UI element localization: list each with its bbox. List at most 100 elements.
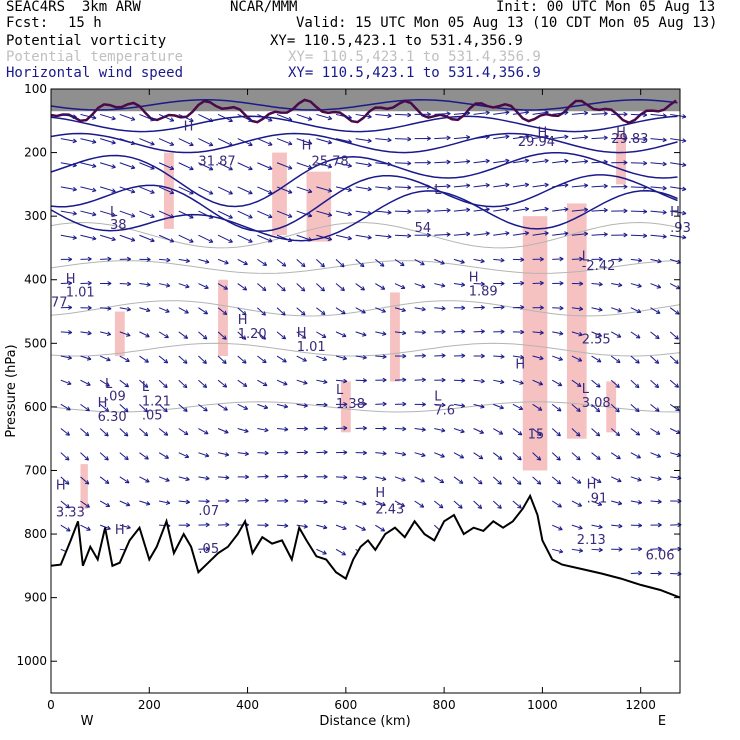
wind-vector-head [131, 116, 136, 121]
wind-vector-head [146, 257, 151, 260]
wind-vector [532, 208, 549, 212]
wind-vector-head [638, 548, 643, 552]
wind-vector [650, 452, 661, 458]
contour-extremum-label: L [336, 383, 344, 398]
wind-vector-head [402, 307, 406, 312]
wind-vector-head [407, 185, 412, 189]
wind-vector-head [130, 191, 135, 194]
wind-vector-head [460, 284, 466, 287]
wind-vector-head [544, 182, 549, 186]
wind-vector-head [598, 258, 603, 262]
wind-vector-head [367, 189, 372, 192]
wind-vector-head [402, 284, 406, 289]
wind-vector-head [466, 160, 471, 164]
wind-vector-head [576, 410, 581, 413]
wind-vector [551, 379, 563, 387]
wind-vector [60, 113, 77, 118]
wind-vector [414, 476, 425, 483]
wind-vector-head [269, 165, 273, 170]
wind-vector-head [524, 206, 529, 210]
wind-vector [355, 307, 366, 314]
wind-vector-head [426, 138, 431, 141]
wind-vector [610, 476, 622, 482]
wind-vector-head [564, 208, 569, 212]
wind-vector [512, 184, 529, 188]
wind-vector-head [643, 233, 648, 237]
wind-vector-head [112, 115, 116, 120]
wind-vector [669, 283, 681, 290]
wind-vector-head [84, 434, 89, 437]
wind-vector [493, 355, 505, 358]
contour-extremum-label: 2.13 [577, 533, 606, 548]
wind-vector-head [67, 383, 72, 386]
wind-vector [552, 184, 569, 188]
wind-vector-head [539, 280, 544, 284]
wind-vector [335, 548, 346, 556]
wind-vector-head [558, 359, 563, 361]
wind-vector-head [480, 330, 485, 334]
wind-vector-head [244, 382, 248, 387]
wind-vector-head [579, 357, 583, 362]
wind-vector-head [126, 432, 129, 437]
wind-vector-head [323, 427, 328, 431]
wind-speed-contour [50, 99, 678, 111]
wind-vector-head [441, 377, 446, 381]
wind-vector-head [682, 114, 687, 118]
wind-vector-head [165, 431, 169, 436]
wind-vector [296, 259, 306, 267]
wind-vector [473, 208, 490, 212]
wind-vector-head [499, 407, 504, 410]
wind-vector-head [123, 434, 128, 437]
wind-vector-head [225, 477, 230, 480]
wind-vector-head [657, 261, 662, 264]
wind-vector-head [426, 111, 431, 115]
wind-vector-head [539, 406, 543, 411]
wind-vector-head [461, 330, 466, 334]
wind-vector-head [387, 234, 392, 238]
wind-vector-head [92, 139, 97, 143]
wind-vector-head [170, 214, 175, 218]
wind-vector-head [480, 329, 485, 332]
wind-vector-head [655, 337, 660, 340]
wind-vector-head [225, 429, 229, 434]
wind-vector-head [241, 313, 247, 316]
wind-vector [434, 283, 446, 287]
wind-vector [316, 210, 332, 216]
wind-vector [80, 210, 97, 216]
wind-vector-head [657, 572, 662, 576]
wind-vector [119, 331, 131, 337]
wind-vector-head [379, 265, 385, 267]
wind-vector-head [558, 407, 562, 412]
terrain-line [50, 493, 681, 599]
wind-vector-head [618, 477, 622, 482]
wind-vector-head [657, 478, 662, 481]
wind-vector [670, 162, 687, 166]
wind-vector [591, 476, 602, 483]
wind-vector [552, 355, 563, 361]
wind-vector-head [485, 207, 490, 210]
wind-vector [551, 476, 562, 485]
wind-vector-head [210, 166, 214, 170]
wind-vector [394, 162, 411, 164]
wind-vector-head [544, 231, 549, 234]
wind-vector-head [598, 549, 603, 553]
wind-vector-head [328, 236, 333, 240]
wind-vector [198, 403, 208, 412]
wind-vector [80, 162, 97, 168]
wind-vector [375, 259, 385, 267]
wind-vector [611, 307, 622, 312]
wind-vector-head [165, 407, 168, 412]
wind-vector-head [146, 259, 151, 262]
wind-vector [218, 524, 230, 526]
wind-vector-head [637, 383, 640, 388]
forecast-hours: 15 h [68, 15, 102, 31]
wind-vector-head [264, 404, 269, 409]
wind-vector-head [677, 498, 682, 502]
wind-vector-head [438, 506, 443, 509]
wind-vector-head [584, 184, 589, 188]
wind-vector-head [185, 334, 189, 339]
wind-vector-head [676, 383, 679, 388]
wind-vector-head [615, 361, 621, 364]
wind-vector [375, 476, 387, 480]
